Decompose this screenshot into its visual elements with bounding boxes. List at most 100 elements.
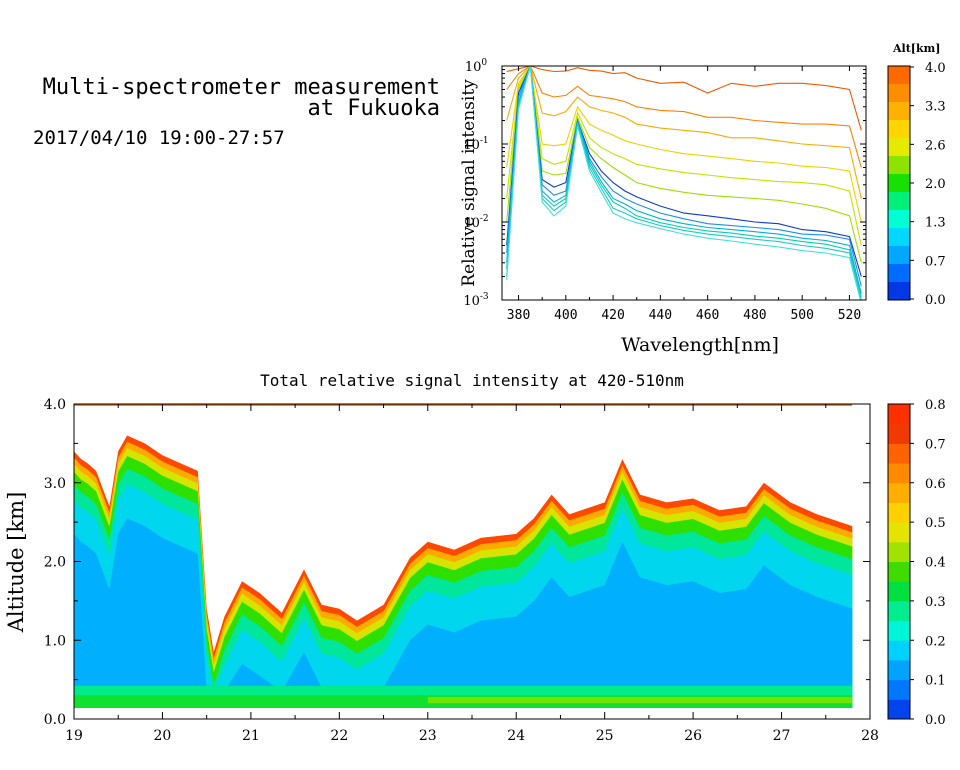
spectrum-series-line-7 [506, 66, 862, 287]
spectrum-series-group [506, 66, 862, 300]
heatmap-colorbar-tick-label: 0.5 [925, 516, 946, 531]
spectrum-colorbar-tick-label: 3.3 [925, 100, 946, 115]
spectrum-y-tick-base: 10 [463, 216, 480, 231]
spectrum-series-line-0 [506, 66, 862, 131]
heatmap-colorbar-tick-label: 0.6 [925, 477, 946, 492]
title-line-1: Multi-spectrometer measurement [43, 75, 440, 100]
spectrum-x-tick-label: 460 [696, 308, 719, 323]
heatmap-colorbar-tick-label: 0.0 [925, 713, 946, 728]
heatmap-colorbar-swatch [888, 482, 910, 503]
heatmap-colorbar-swatch [888, 699, 910, 720]
heatmap-x-tick-label: 27 [773, 728, 791, 744]
spectrum-x-tick-label: 520 [838, 308, 861, 323]
heatmap-colorbar-swatch [888, 463, 910, 484]
heatmap-colorbar-swatch [888, 600, 910, 622]
heatmap-colorbar-swatch [888, 620, 910, 641]
spectrum-colorbar-tick-label: 1.3 [925, 216, 946, 231]
spectrum-colorbar-swatch [888, 84, 910, 103]
heatmap-colorbar-tick-label: 0.8 [925, 398, 946, 413]
spectrum-series-line-4 [506, 66, 862, 246]
spectrum-colorbar-swatch [888, 210, 910, 229]
spectrum-colorbar-tick-label: 2.0 [925, 177, 946, 192]
heatmap-x-tick-label: 22 [330, 728, 348, 744]
spectrum-series-line-5 [506, 66, 862, 263]
spectrum-colorbar-swatch [888, 282, 910, 301]
spectrum-series-line-3 [506, 66, 862, 223]
title-line-2: at Fukuoka [308, 96, 440, 121]
spectrum-colorbar-tick-label: 2.6 [925, 138, 946, 153]
spectrum-y-tick-exponent: -1 [480, 136, 489, 146]
heatmap-surface-band-highlight [427, 696, 853, 704]
heatmap-colorbar-tick-label: 0.3 [925, 595, 946, 610]
heatmap-colorbar-swatch [888, 561, 910, 582]
heatmap-x-tick-label: 28 [861, 728, 879, 744]
spectrum-series-line-11 [506, 66, 861, 300]
heatmap-colorbar-swatch [888, 679, 910, 700]
heatmap-title: Total relative signal intensity at 420-5… [260, 371, 684, 390]
spectrum-series-line-8 [506, 66, 862, 294]
heatmap-x-tick-label: 23 [419, 728, 437, 744]
spectrum-x-tick-label: 420 [601, 308, 624, 323]
heatmap-intensity-layer-6 [74, 518, 853, 708]
spectrum-y-axis-label: Relative signal intensity [459, 79, 479, 287]
heatmap-colorbar-swatch [888, 423, 910, 444]
heatmap-x-tick-label: 25 [596, 728, 614, 744]
spectrum-y-tick-label: 10-1 [463, 136, 488, 153]
spectrum-y-tick-exponent: 0 [481, 58, 487, 68]
spectrum-x-tick-label: 480 [743, 308, 766, 323]
spectrum-x-tick-label: 380 [507, 308, 530, 323]
spectrum-colorbar-swatch [888, 66, 910, 85]
heatmap-surface-band-low [74, 685, 853, 696]
heatmap-colorbar-swatch [888, 581, 910, 602]
spectrum-colorbar: 4.0 3.3 2.6 2.0 1.3 0.7 0.0 [887, 61, 946, 308]
heatmap-colorbar-swatch [888, 443, 910, 464]
spectrum-colorbar-swatch [888, 192, 910, 211]
heatmap-colorbar-swatch [888, 404, 910, 425]
heatmap-x-tick-label: 24 [507, 728, 525, 744]
spectrum-x-tick-label: 500 [790, 308, 813, 323]
spectrum-colorbar-swatch [888, 102, 910, 121]
spectrum-x-axis-label: Wavelength[nm] [621, 334, 779, 356]
spectrum-colorbar-swatch [888, 174, 910, 193]
spectrum-y-tick-base: 10 [465, 60, 482, 75]
heatmap-colorbar-swatch [888, 659, 910, 681]
heatmap-y-tick-label: 1.0 [44, 633, 66, 649]
spectrum-colorbar-swatch [888, 228, 910, 247]
heatmap-colorbar-swatch [888, 541, 910, 562]
spectrum-colorbar-tick-label: 0.7 [925, 254, 946, 269]
heatmap-x-tick-label: 26 [684, 728, 702, 744]
heatmap-y-tick-label: 2.0 [44, 555, 66, 571]
spectrum-x-tick-label: 440 [649, 308, 672, 323]
spectrum-series-line-6 [506, 66, 862, 277]
spectrum-y-tick-base: 10 [463, 294, 480, 309]
spectrum-x-tick-label: 400 [554, 308, 577, 323]
spectrum-colorbar-title: Alt[km] [892, 42, 940, 55]
heatmap-colorbar: 0.8 0.7 0.6 0.5 0.4 0.3 0.2 0.1 0.0 [887, 398, 946, 728]
heatmap-colorbar-swatch [888, 522, 910, 543]
heatmap-layers-group [74, 435, 853, 708]
heatmap-y-axis-label: Altitude [km] [4, 492, 28, 634]
heatmap-x-tick-label: 19 [65, 728, 83, 744]
heatmap-colorbar-tick-label: 0.4 [925, 556, 946, 571]
spectrum-x-ticks: 380 400 420 440 460 480 500 520 [507, 66, 861, 323]
spectrum-colorbar-swatch [888, 246, 910, 265]
heatmap-x-tick-label: 20 [154, 728, 172, 744]
heatmap-y-ticks: 0.0 1.0 2.0 3.0 4.0 [44, 397, 870, 728]
heatmap-colorbar-swatch [888, 502, 910, 523]
spectrum-y-tick-label: 10-3 [463, 292, 489, 309]
spectrum-y-tick-label: 100 [465, 58, 488, 75]
heatmap-y-tick-label: 0.0 [44, 712, 66, 728]
heatmap-x-ticks: 19 20 21 22 23 24 25 26 27 28 [65, 404, 879, 744]
heatmap-x-tick-label: 21 [242, 728, 260, 744]
spectrum-y-tick-exponent: -2 [480, 214, 489, 224]
heatmap-chart: Total relative signal intensity at 420-5… [4, 371, 946, 744]
spectrum-colorbar-tick-label: 0.0 [925, 293, 946, 308]
spectrum-y-tick-label: 10-2 [463, 214, 488, 231]
spectrum-colorbar-swatch [888, 264, 910, 283]
date-range-subtitle: 2017/04/10 19:00-27:57 [33, 127, 285, 149]
spectrum-series-line-10 [506, 66, 862, 300]
spectrum-chart: 380 400 420 440 460 480 500 520 10010-110-210-3… [459, 42, 946, 356]
spectrum-colorbar-swatch [888, 120, 910, 139]
spectrum-y-tick-base: 10 [463, 138, 480, 153]
